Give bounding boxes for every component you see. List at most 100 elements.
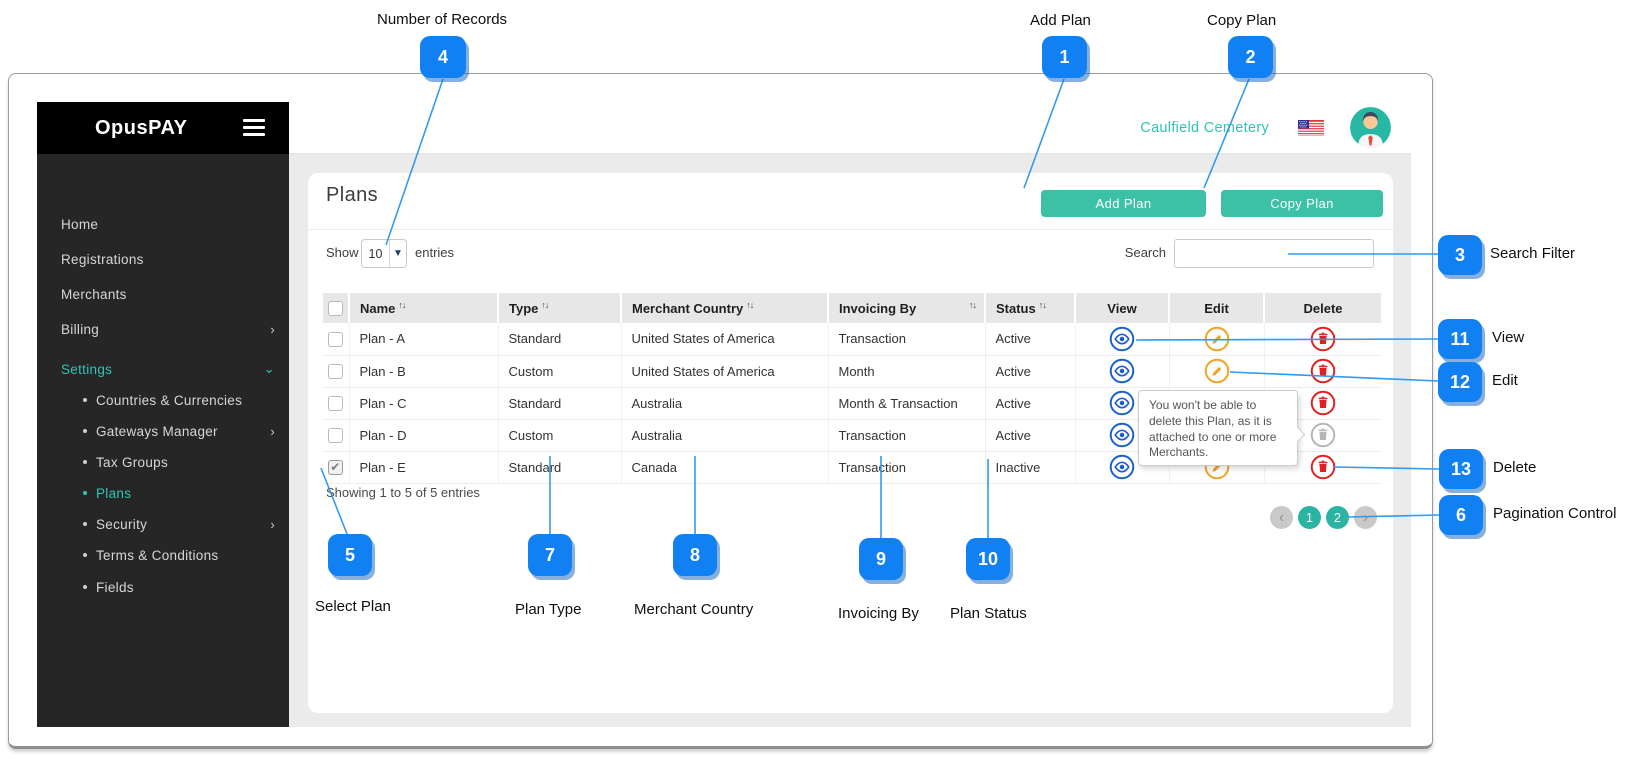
callout-badge-6: 6 xyxy=(1439,495,1483,535)
sidebar-item-terms-conditions[interactable]: Terms & Conditions xyxy=(83,545,275,565)
callout-label-pagination-control: Pagination Control xyxy=(1493,505,1617,522)
delete-trash-icon[interactable] xyxy=(1310,358,1336,384)
callout-badge-10: 10 xyxy=(966,538,1010,580)
select-all-checkbox[interactable] xyxy=(328,301,343,317)
callout-badge-8: 8 xyxy=(673,534,717,576)
sidebar-item-gateways-manager[interactable]: Gateways Manager › xyxy=(83,421,275,441)
delete-trash-icon[interactable] xyxy=(1310,390,1336,416)
pagination-prev-icon[interactable]: ‹ xyxy=(1270,506,1293,529)
row-checkbox-checked[interactable] xyxy=(328,460,344,476)
bullet-icon xyxy=(83,398,87,402)
search-input[interactable] xyxy=(1174,239,1374,268)
pagination-page-1[interactable]: 1 xyxy=(1298,506,1321,529)
us-flag-icon[interactable] xyxy=(1298,119,1324,136)
bullet-icon xyxy=(83,491,87,495)
view-eye-icon[interactable] xyxy=(1109,390,1135,416)
col-header-merchant-country[interactable]: Merchant Country ↑↓ xyxy=(620,293,828,323)
bullet-icon xyxy=(83,585,87,589)
pagination-next-icon[interactable]: › xyxy=(1354,506,1377,529)
sidebar-item-tax-groups[interactable]: Tax Groups xyxy=(83,452,275,472)
col-header-view: View xyxy=(1074,293,1169,323)
callout-badge-2: 2 xyxy=(1228,36,1273,78)
callout-label-select-plan: Select Plan xyxy=(315,598,391,615)
entries-suffix-label: entries xyxy=(415,245,455,260)
copy-plan-button[interactable]: Copy Plan xyxy=(1221,190,1383,217)
callout-label-copy-plan: Copy Plan xyxy=(1207,12,1277,29)
col-header-status[interactable]: Status ↑↓ xyxy=(984,293,1075,323)
sort-icon: ↑↓ xyxy=(969,300,977,310)
col-header-edit: Edit xyxy=(1168,293,1264,323)
pagination-page-2[interactable]: 2 xyxy=(1326,506,1349,529)
delete-trash-icon[interactable] xyxy=(1310,326,1336,352)
callout-label-delete: Delete xyxy=(1493,459,1537,476)
view-eye-icon[interactable] xyxy=(1109,358,1135,384)
callout-badge-11: 11 xyxy=(1438,319,1482,359)
view-eye-icon[interactable] xyxy=(1109,326,1135,352)
merchant-name: Caulfield Cemetery xyxy=(1140,119,1269,136)
callout-label-plan-type: Plan Type xyxy=(515,601,582,618)
sidebar-item-billing[interactable]: Billing › xyxy=(61,321,275,337)
chevron-down-icon: ⌄ xyxy=(263,361,275,376)
row-checkbox[interactable] xyxy=(328,428,344,444)
entries-value: 10 xyxy=(368,246,383,261)
sidebar-item-settings[interactable]: Settings ⌄ xyxy=(61,361,275,377)
table-row: Plan - A Standard United States of Ameri… xyxy=(323,323,1381,356)
sidebar-item-countries-currencies[interactable]: Countries & Currencies xyxy=(83,390,275,410)
sort-icon: ↑↓ xyxy=(746,300,754,310)
divider xyxy=(308,229,1393,230)
sort-icon: ↑↓ xyxy=(541,300,549,310)
table-row: Plan - B Custom United States of America… xyxy=(323,355,1381,388)
hamburger-menu-icon[interactable] xyxy=(243,119,265,137)
row-checkbox[interactable] xyxy=(328,396,344,412)
callout-badge-7: 7 xyxy=(528,534,572,576)
delete-trash-icon[interactable] xyxy=(1310,454,1336,480)
delete-disabled-tooltip: You won't be able to delete this Plan, a… xyxy=(1138,390,1306,466)
app-window: OpusPAY Home Registrations Merchants Bil… xyxy=(8,73,1433,749)
col-header-invoicing-by[interactable]: Invoicing By ↑↓ xyxy=(827,293,985,323)
row-checkbox[interactable] xyxy=(328,331,344,347)
sidebar-item-fields[interactable]: Fields xyxy=(83,577,275,597)
callout-label-number-of-records: Number of Records xyxy=(377,11,508,28)
view-eye-icon[interactable] xyxy=(1109,454,1135,480)
caret-down-icon: ▼ xyxy=(393,248,403,259)
callout-label-plan-status: Plan Status xyxy=(950,605,1027,622)
select-all-checkbox-cell[interactable] xyxy=(323,293,349,323)
sidebar-item-security[interactable]: Security › xyxy=(83,514,275,534)
col-header-name[interactable]: Name ↑↓ xyxy=(348,293,498,323)
brand-logo: OpusPAY xyxy=(95,116,188,139)
sidebar-logo-bar: OpusPAY xyxy=(37,102,289,154)
bullet-icon xyxy=(83,553,87,557)
col-header-type[interactable]: Type ↑↓ xyxy=(497,293,621,323)
edit-pencil-icon[interactable] xyxy=(1204,326,1230,352)
pagination: ‹ 1 2 › xyxy=(1270,506,1377,529)
callout-badge-1: 1 xyxy=(1042,36,1087,78)
add-plan-button[interactable]: Add Plan xyxy=(1041,190,1206,217)
table-header-row: Name ↑↓ Type ↑↓ Merchant Country ↑↓ Invoici… xyxy=(323,293,1381,323)
sidebar-item-home[interactable]: Home xyxy=(61,216,99,232)
sidebar-item-plans[interactable]: Plans xyxy=(83,483,275,503)
col-header-delete: Delete xyxy=(1263,293,1381,323)
callout-badge-13: 13 xyxy=(1439,449,1483,489)
callout-label-add-plan: Add Plan xyxy=(1030,12,1091,29)
topbar: Caulfield Cemetery xyxy=(289,102,1411,154)
callout-label-search-filter: Search Filter xyxy=(1490,245,1576,262)
callout-label-edit: Edit xyxy=(1492,372,1518,389)
chevron-right-icon: › xyxy=(270,423,275,439)
search-label: Search xyxy=(1124,245,1166,260)
callout-label-invoicing-by: Invoicing By xyxy=(838,605,919,622)
sidebar-item-registrations[interactable]: Registrations xyxy=(61,251,144,267)
callout-label-merchant-country: Merchant Country xyxy=(634,601,754,618)
chevron-right-icon: › xyxy=(270,516,275,532)
callout-badge-3: 3 xyxy=(1438,235,1482,275)
bullet-icon xyxy=(83,460,87,464)
sort-icon: ↑↓ xyxy=(1038,300,1047,310)
view-eye-icon[interactable] xyxy=(1109,422,1135,448)
entries-per-page-select[interactable]: 10 ▼ xyxy=(361,239,407,268)
callout-badge-5: 5 xyxy=(328,534,372,576)
user-avatar[interactable] xyxy=(1350,107,1391,148)
page-title: Plans xyxy=(326,184,379,206)
sidebar-item-merchants[interactable]: Merchants xyxy=(61,286,127,302)
edit-pencil-icon[interactable] xyxy=(1204,358,1230,384)
row-checkbox[interactable] xyxy=(328,364,344,380)
